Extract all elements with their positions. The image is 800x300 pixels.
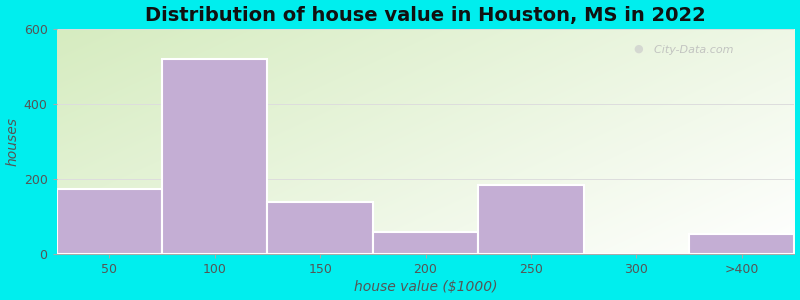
Bar — [689, 234, 794, 254]
X-axis label: house value ($1000): house value ($1000) — [354, 280, 498, 294]
Text: ●: ● — [634, 44, 643, 53]
Text: City-Data.com: City-Data.com — [647, 45, 734, 55]
Bar — [162, 59, 267, 254]
Bar — [57, 188, 162, 254]
Title: Distribution of house value in Houston, MS in 2022: Distribution of house value in Houston, … — [145, 6, 706, 25]
Y-axis label: houses: houses — [6, 117, 19, 166]
Bar — [478, 185, 584, 254]
Bar — [267, 202, 373, 254]
Bar — [373, 232, 478, 254]
